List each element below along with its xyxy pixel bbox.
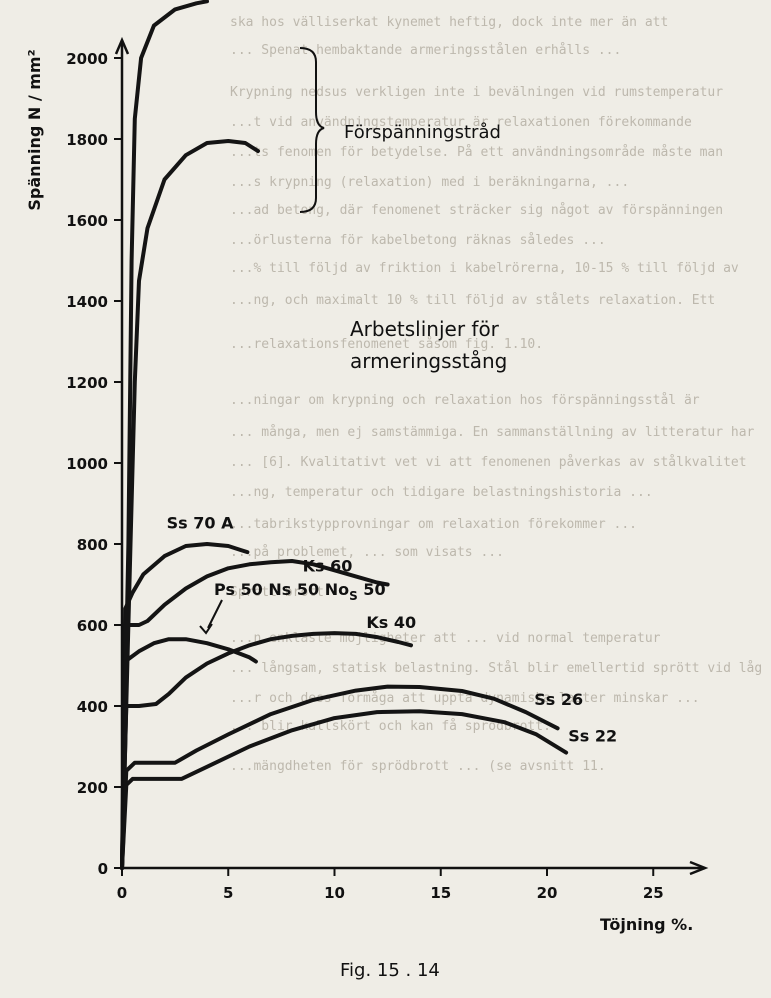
x-axis-title: Töjning %. [600,915,693,934]
series-label-ss-26: Ss 26 [534,690,583,709]
background-text-line: ...tabrikstypprovningar om relaxation fö… [230,517,637,532]
background-text-line: ...ng, temperatur och tidigare belastnin… [230,485,653,500]
y-tick-label: 1800 [66,131,108,149]
y-tick-label: 0 [98,860,108,878]
background-text-line: ...ng, och maximalt 10 % till följd av s… [230,293,715,308]
figure-caption: Fig. 15 . 14 [340,960,440,981]
background-text-line: ...t vid användningstemperatur är relaxa… [230,115,692,130]
background-text-line: ...s krypning (relaxation) med i beräkni… [230,175,629,190]
background-text-line: ... många, men ej samstämmiga. En samman… [230,425,755,440]
ps-group-leader-arrow [199,623,213,635]
prestress-wire-brace [299,47,325,213]
y-axis-arrow [114,36,130,55]
curve-ss-70-a [120,542,250,870]
tick-group: 0 200 400 600 800 1000 1200 1400 1600 1800 2000 0 5 1… [66,50,663,902]
y-tick-label: 1400 [66,293,108,311]
background-text-line: ... Spenat hembaktande armeringsstålen e… [230,43,621,58]
background-text-line: ...relaxationsfenomenet såsom fig. 1.10. [230,337,543,352]
background-text-line: ...ts fenomen för betydelse. På ett anvä… [230,145,723,160]
ps-group-leader-line [207,599,223,629]
background-text-line: ... blir kallskört och kan få sprödbrott… [230,719,551,734]
y-tick-label: 2000 [66,50,108,68]
x-tick-label: 5 [223,884,233,902]
y-tick-label: 1600 [66,212,108,230]
curve-unlabeled-0 [120,0,209,870]
background-text-line: ... långsam, statisk belastning. Stål bl… [230,661,762,676]
x-tick-label: 20 [537,884,558,902]
y-tick-label: 800 [77,536,108,554]
y-tick-label: 200 [77,779,108,797]
ps-group-label: Ps 50 Ns 50 NoS 50 [199,580,386,635]
y-axis-title: Spänning N / mm² [25,49,44,210]
background-text-line: ...ningar om krypning och relaxation hos… [230,393,700,408]
x-tick-label: 10 [324,884,345,902]
x-tick-label: 0 [117,884,127,902]
y-tick-label: 1000 [66,455,108,473]
x-tick-label: 25 [643,884,664,902]
x-axis-arrow [689,860,709,876]
background-text-line: ...% till följd av friktion i kabelrörer… [230,261,739,276]
series-label-ss-22: Ss 22 [568,727,617,746]
curve-ks-40 [120,631,413,870]
background-text-line: ...mängdheten för sprödbrott ... (se avs… [230,759,606,774]
background-text-line: ...r och dess förmåga att uppta dynamisk… [230,691,700,706]
series-label-ks-60: Ks 60 [303,557,353,576]
ps-group-label-sub: S [349,589,358,603]
svg-text:Ps 50 Ns 50 NoS 50: Ps 50 Ns 50 NoS 50 [214,580,386,603]
series-label-ks-40: Ks 40 [366,613,416,632]
label-group: Ss 70 A Ks 60 Ks 40 Ss 26 Ss 22 [167,514,618,746]
curve-unlabeled-1 [120,139,260,870]
y-tick-label: 600 [77,617,108,635]
background-text-line: Krypning nedsus verkligen inte i bevälni… [230,85,723,100]
ps-group-label-tail: 50 [358,580,386,599]
curve-ks-60 [120,559,390,870]
series-label-ss-70-a: Ss 70 A [167,514,234,533]
chart-annotation-title-2: armeringsstång [350,349,507,373]
chart-annotation-title-1: Arbetslinjer för [350,317,500,341]
y-tick-label: 400 [77,698,108,716]
curve-unlabeled-4 [120,637,258,870]
ps-group-label-main: Ps 50 Ns 50 No [214,580,349,599]
background-text-line: ...på problemet, ... som visats ... [230,545,504,560]
background-text-line: ...örlusterna för kabelbetong räknas sål… [230,233,606,248]
curve-ss-26 [120,684,560,870]
axes-group [114,36,709,876]
background-text-line: Sprött brott [230,585,324,600]
background-text-line: ...ad betong, där fenomenet sträcker sig… [230,203,723,218]
y-tick-label: 1200 [66,374,108,392]
curve-group [120,0,569,870]
curve-ss-22 [120,709,569,870]
x-tick-label: 15 [430,884,451,902]
prestress-wire-label: Förspänningstråd [344,122,501,143]
background-text-line: ska hos välliserkat kynemet heftig, dock… [230,15,668,30]
background-text-line: ... [6]. Kvalitativt vet vi att fenomene… [230,455,747,470]
